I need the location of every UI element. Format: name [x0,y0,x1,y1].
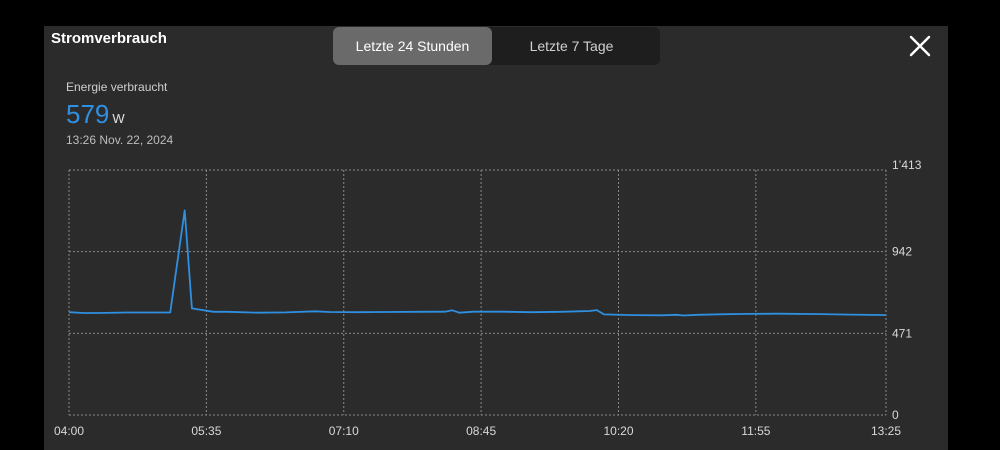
y-tick-label: 471 [892,326,912,340]
metric-number: 579 [66,99,110,129]
chart-panel: Stromverbrauch Letzte 24 Stunden Letzte … [44,26,948,450]
tab-last-7-days[interactable]: Letzte 7 Tage [529,38,614,54]
tab-last-24-hours[interactable]: Letzte 24 Stunden [333,27,492,65]
x-tick-label: 04:00 [54,424,84,438]
y-tick-label: 0 [892,408,899,422]
x-tick-label: 08:45 [466,424,496,438]
y-tick-label: 942 [892,245,912,259]
x-tick-label: 11:55 [741,424,770,438]
close-icon[interactable] [908,34,932,58]
line-chart: 0 471 942 1’413 04:00 05:35 07:10 08:45 10:20 11:… [54,158,922,438]
series-line [68,209,887,317]
page-title: Stromverbrauch [51,30,167,47]
x-tick-label: 05:35 [191,424,221,438]
metric-unit: W [112,111,125,126]
x-tick-label: 13:25 [871,424,901,438]
x-tick-label: 07:10 [329,424,359,438]
x-tick-label: 10:20 [603,424,633,438]
y-tick-label: 1’413 [892,158,922,172]
metric-label: Energie verbraucht [66,80,168,94]
metric-timestamp: 13:26 Nov. 22, 2024 [66,133,174,147]
range-tabs: Letzte 24 Stunden Letzte 7 Tage [333,27,660,65]
metric-value: 579 W [66,98,125,135]
